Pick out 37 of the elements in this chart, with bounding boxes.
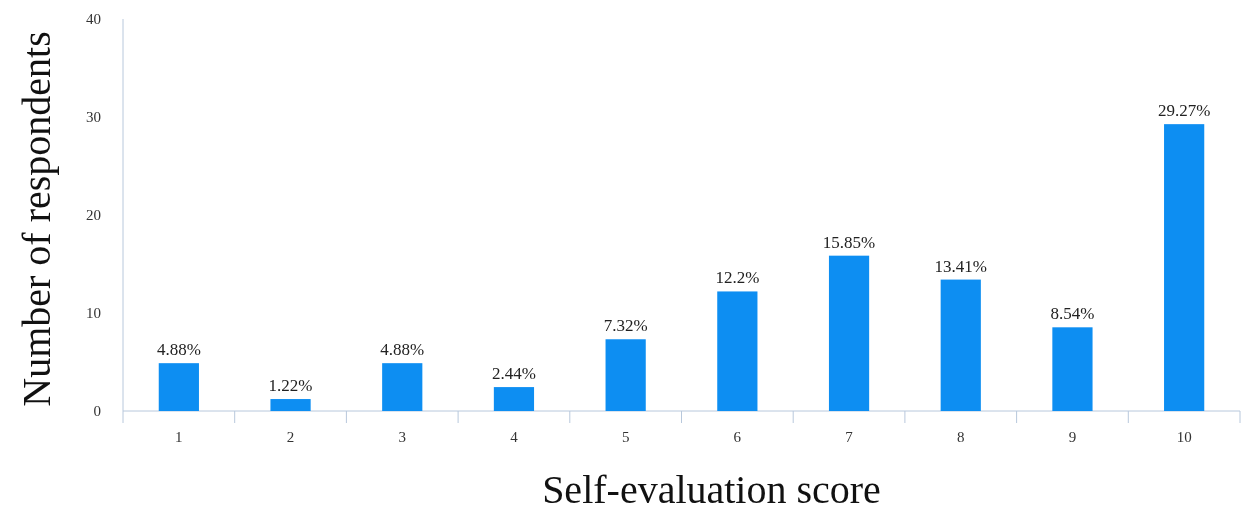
x-tick-label: 8 [957,429,965,445]
y-tick-label: 20 [86,207,101,224]
y-tick-label: 30 [86,109,101,126]
x-tick-label: 5 [621,429,630,445]
data-label: 4.88% [380,340,425,360]
bar [828,255,870,411]
bar [1164,124,1205,411]
bar [270,399,311,411]
bar [717,291,758,411]
data-label: 15.85% [822,232,876,252]
x-tick-label: 2 [286,429,295,445]
x-tick-label: 3 [398,429,406,445]
data-label: 13.41% [934,256,987,276]
data-label: 29.27% [1157,101,1211,121]
data-label: 1.22% [268,376,313,396]
x-axis-title: Self-evaluation score [542,467,881,512]
x-tick-label: 9 [1068,429,1077,445]
y-tick-label: 0 [93,403,101,420]
x-tick-label: 6 [733,429,742,445]
y-tick-label: 40 [86,11,101,28]
data-label: 7.32% [603,316,648,336]
data-label: 2.44% [491,364,536,384]
bar [493,387,535,411]
x-tick-label: 1 [175,429,183,445]
bar [382,363,423,411]
x-tick-label: 4 [510,429,519,445]
bar [158,363,199,411]
bar [1052,327,1093,411]
x-tick-label: 10 [1176,429,1192,445]
data-label: 12.2% [715,268,760,288]
data-label: 4.88% [156,340,201,360]
data-label: 8.54% [1050,304,1095,324]
y-axis-title: Number of respondents [14,31,59,407]
bar [940,279,981,411]
bar [605,339,646,411]
x-tick-label: 7 [845,429,854,445]
y-tick-label: 10 [86,305,101,322]
